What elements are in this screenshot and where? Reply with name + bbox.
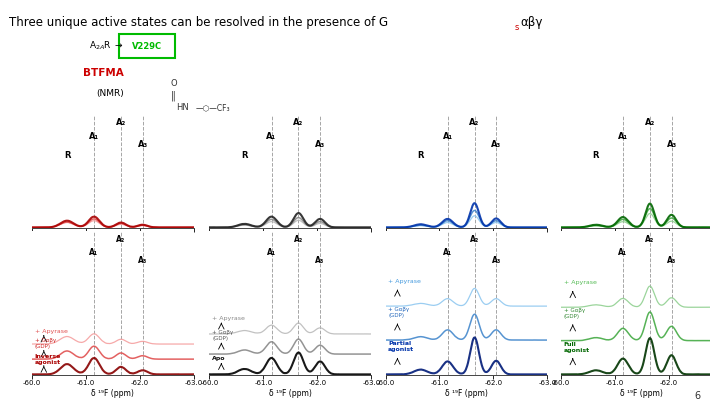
Text: + Gαβγ
(GDP): + Gαβγ (GDP)	[388, 307, 410, 318]
Text: A₂: A₂	[645, 235, 655, 244]
Text: R: R	[64, 151, 70, 160]
Text: A₃: A₃	[667, 256, 676, 266]
Text: A$_{2A}$R $\rightarrow$: A$_{2A}$R $\rightarrow$	[89, 39, 124, 52]
Text: A₁: A₁	[618, 248, 628, 257]
Text: BTFMA: BTFMA	[84, 68, 124, 78]
Text: A₁: A₁	[89, 248, 99, 257]
Text: Partial
agonist: Partial agonist	[388, 341, 415, 352]
Text: V229C: V229C	[132, 42, 162, 51]
Text: A₁: A₁	[89, 132, 99, 141]
Text: αβγ: αβγ	[520, 16, 542, 29]
Text: + Gαβγ
(GDP): + Gαβγ (GDP)	[564, 308, 585, 319]
Text: Three unique active states can be resolved in the presence of G: Three unique active states can be resolv…	[9, 16, 388, 29]
Text: A₃: A₃	[667, 139, 677, 149]
Text: Apo: Apo	[212, 356, 226, 361]
X-axis label: δ ¹⁹F (ppm): δ ¹⁹F (ppm)	[621, 389, 663, 398]
Text: A₃: A₃	[138, 139, 148, 149]
Text: Inverse
agonist: Inverse agonist	[35, 354, 61, 365]
Text: A₂: A₂	[293, 118, 304, 127]
X-axis label: δ ¹⁹F (ppm): δ ¹⁹F (ppm)	[445, 389, 488, 398]
FancyBboxPatch shape	[119, 34, 175, 58]
Text: A₁: A₁	[266, 132, 277, 141]
Text: A₃: A₃	[138, 256, 147, 266]
Text: A₂: A₂	[116, 118, 126, 127]
Text: A₃: A₃	[491, 139, 501, 149]
Text: A₂: A₂	[116, 235, 126, 244]
Text: A₁: A₁	[442, 132, 453, 141]
Text: + Apyrase: + Apyrase	[564, 280, 596, 285]
Text: A₃: A₃	[315, 139, 325, 149]
Text: A₃: A₃	[315, 256, 324, 266]
Text: HN: HN	[176, 103, 189, 112]
Text: + Apyrase: + Apyrase	[388, 279, 421, 284]
Text: A₁: A₁	[267, 248, 276, 257]
X-axis label: δ ¹⁹F (ppm): δ ¹⁹F (ppm)	[269, 389, 312, 398]
Text: R: R	[417, 151, 424, 160]
Text: R: R	[241, 151, 248, 160]
Text: + Gαβγ
(GDP): + Gαβγ (GDP)	[212, 330, 234, 341]
X-axis label: δ ¹⁹F (ppm): δ ¹⁹F (ppm)	[92, 389, 134, 398]
Text: + Apyrase: + Apyrase	[35, 329, 67, 334]
Text: A₂: A₂	[645, 118, 655, 127]
Text: A₃: A₃	[491, 256, 501, 266]
Text: Full
agonist: Full agonist	[564, 342, 590, 353]
Text: 6: 6	[694, 391, 701, 401]
Text: A₁: A₁	[443, 248, 452, 257]
Text: A₂: A₂	[294, 235, 303, 244]
Text: + Gαβγ
(GDP): + Gαβγ (GDP)	[35, 339, 56, 349]
Text: + Apyrase: + Apyrase	[212, 316, 245, 321]
Text: A₂: A₂	[469, 118, 480, 127]
Text: (NMR): (NMR)	[97, 89, 124, 98]
Text: ‖: ‖	[170, 91, 175, 101]
Text: A₁: A₁	[618, 132, 628, 141]
Text: s: s	[515, 23, 519, 32]
Text: O: O	[170, 79, 177, 88]
Text: A₂: A₂	[470, 235, 479, 244]
Text: R: R	[593, 151, 599, 160]
Text: —⬡—CF₃: —⬡—CF₃	[195, 103, 230, 112]
